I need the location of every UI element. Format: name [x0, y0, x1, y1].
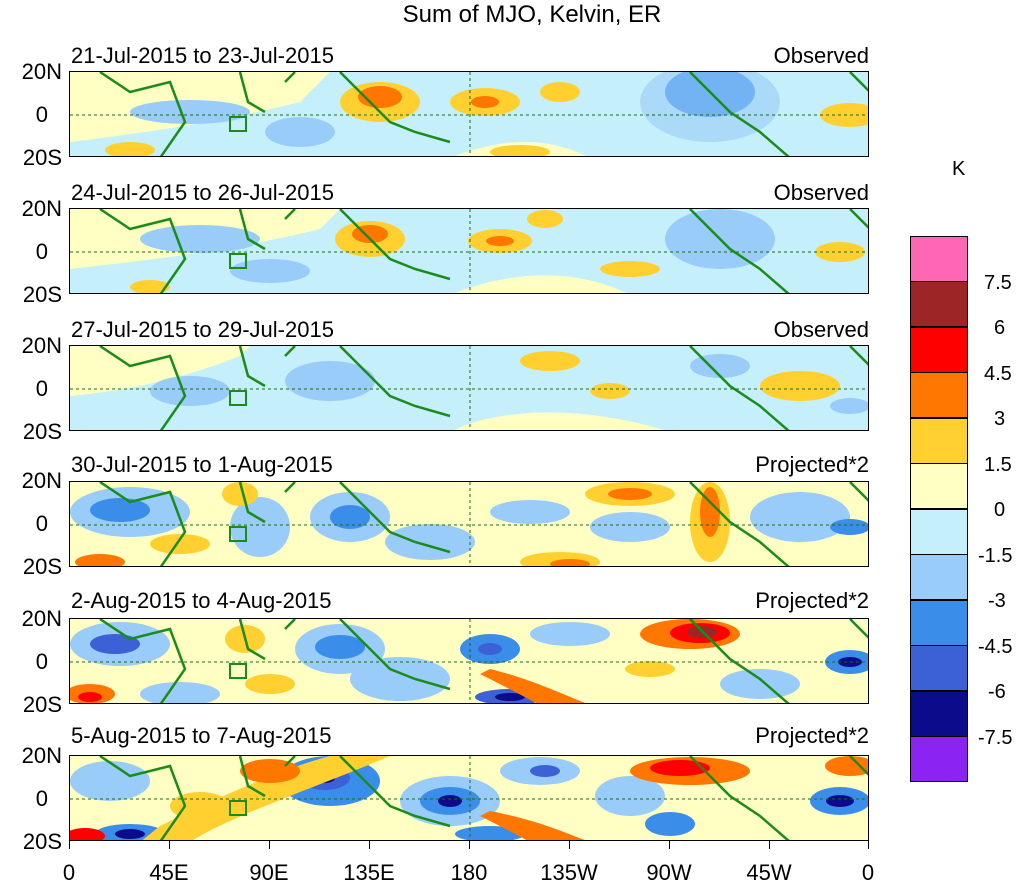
panel-4-lat-20s: 20S — [22, 554, 62, 579]
colorbar-label: 0 — [994, 499, 1006, 521]
panel-5-lat-20n: 20N — [21, 606, 62, 631]
colorbar-swatch — [910, 554, 968, 600]
map-panel-3 — [69, 345, 869, 431]
lon-label-90w: 90W — [646, 860, 692, 885]
colorbar-swatch — [910, 600, 968, 646]
map-panel-2 — [69, 208, 869, 294]
panel-5-lat-20s: 20S — [22, 692, 62, 717]
lon-tick — [669, 841, 670, 849]
map-panel-5 — [69, 618, 869, 704]
panel-4-lat-0: 0 — [35, 511, 48, 536]
colorbar-swatch — [910, 372, 968, 418]
panel-2-date: 24-Jul-2015 to 26-Jul-2015 — [71, 180, 334, 205]
panel-4-date: 30-Jul-2015 to 1-Aug-2015 — [71, 452, 333, 477]
lon-tick — [269, 841, 270, 849]
panel-2-lat-20s: 20S — [22, 282, 62, 307]
figure-title: Sum of MJO, Kelvin, ER — [402, 1, 662, 28]
panel-1-lat-20s: 20S — [22, 145, 62, 170]
panel-1-lat-20n: 20N — [21, 59, 62, 84]
colorbar-label: 3 — [994, 408, 1006, 430]
panel-1-date: 21-Jul-2015 to 23-Jul-2015 — [71, 43, 334, 68]
panel-3-date: 27-Jul-2015 to 29-Jul-2015 — [71, 317, 334, 342]
panel-6-type: Projected*2 — [755, 723, 869, 748]
colorbar-swatch — [910, 418, 968, 464]
panel-6-lat-20s: 20S — [22, 829, 62, 854]
panel-4-type: Projected*2 — [755, 452, 869, 477]
colorbar-label: 7.5 — [984, 272, 1012, 294]
colorbar-label: -1.5 — [978, 545, 1013, 567]
colorbar-label: 6 — [994, 317, 1006, 339]
colorbar-swatch — [910, 645, 968, 691]
lon-label-0-end: 0 — [861, 860, 875, 885]
map-panel-1 — [69, 71, 869, 157]
panel-2-type: Observed — [773, 180, 869, 205]
lon-label-135w: 135W — [540, 860, 598, 885]
panel-1-type: Observed — [773, 43, 869, 68]
map-panel-4 — [69, 481, 869, 567]
colorbar-label: -4.5 — [978, 636, 1013, 658]
panel-5-lat-0: 0 — [35, 649, 48, 674]
panel-2-lat-20n: 20N — [21, 196, 62, 221]
colorbar-swatch — [910, 509, 968, 555]
panel-3-lat-0: 0 — [35, 376, 48, 401]
lon-tick — [169, 841, 170, 849]
lon-tick — [69, 841, 70, 849]
colorbar-label: -7.5 — [978, 727, 1013, 749]
colorbar-label: 4.5 — [984, 363, 1012, 385]
colorbar-unit: K — [952, 158, 966, 180]
lon-tick — [868, 841, 869, 849]
colorbar-label: -6 — [988, 681, 1006, 703]
panel-6-lat-0: 0 — [35, 786, 48, 811]
panel-3-lat-20n: 20N — [21, 333, 62, 358]
colorbar-swatch — [910, 691, 968, 737]
lon-label-45e: 45E — [149, 860, 189, 885]
lon-label-90e: 90E — [249, 860, 289, 885]
lon-tick — [769, 841, 770, 849]
panel-3-type: Observed — [773, 317, 869, 342]
colorbar-swatch — [910, 463, 968, 509]
panel-4-lat-20n: 20N — [21, 468, 62, 493]
panel-3-lat-20s: 20S — [22, 419, 62, 444]
panel-6-lat-20n: 20N — [21, 743, 62, 768]
colorbar-swatch — [910, 327, 968, 373]
lon-tick — [569, 841, 570, 849]
panel-2-lat-0: 0 — [35, 239, 48, 264]
panel-5-type: Projected*2 — [755, 588, 869, 613]
lon-label-135e: 135E — [343, 860, 395, 885]
panel-1-lat-0: 0 — [35, 102, 48, 127]
lon-label-0: 0 — [62, 860, 76, 885]
panel-6-date: 5-Aug-2015 to 7-Aug-2015 — [71, 723, 332, 748]
colorbar-swatch — [910, 236, 968, 282]
lon-label-45w: 45W — [746, 860, 792, 885]
lon-tick — [469, 841, 470, 849]
colorbar-swatch — [910, 736, 968, 782]
map-panel-6 — [69, 755, 869, 841]
colorbar-label: 1.5 — [984, 454, 1012, 476]
lon-label-180: 180 — [450, 860, 488, 885]
lon-tick — [369, 841, 370, 849]
panel-5-date: 2-Aug-2015 to 4-Aug-2015 — [71, 588, 332, 613]
colorbar-label: -3 — [988, 590, 1006, 612]
colorbar-swatch — [910, 281, 968, 327]
